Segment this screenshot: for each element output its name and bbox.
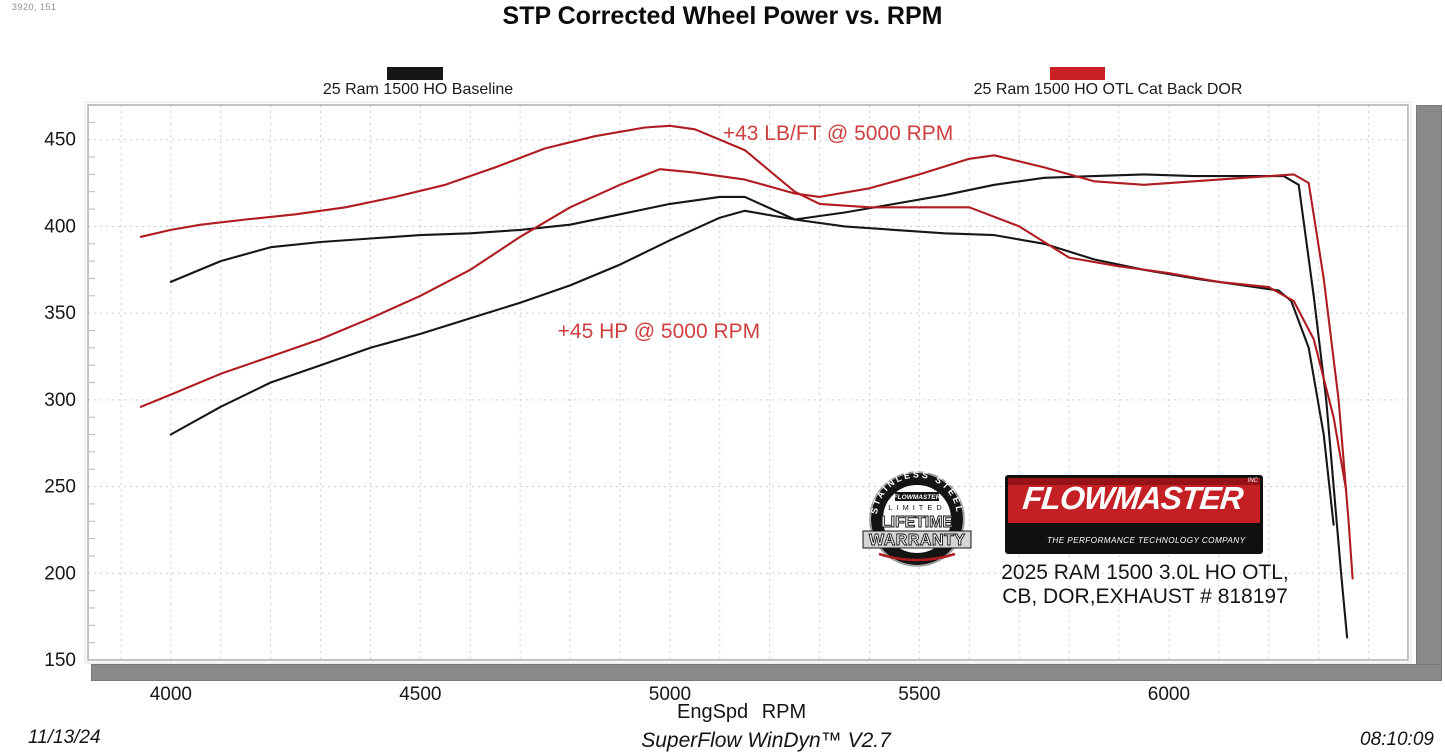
footer-software: SuperFlow WinDyn™ V2.7 [641,729,891,752]
badge-brand-text: FLOWMASTER [894,494,941,501]
x-axis-label: EngSpd RPM [677,701,807,723]
vehicle-info-line2: CB, DOR,EXHAUST # 818197 [1002,585,1288,608]
legend-swatch-catback [1050,67,1105,80]
y-tick-label: 200 [44,563,76,584]
footer-date: 11/13/24 [28,727,101,748]
y-tick-label: 400 [44,216,76,237]
annotation-torque-gain: +43 LB/FT @ 5000 RPM [722,122,954,146]
dyno-curve [169,195,1335,526]
legend-label-catback: 25 Ram 1500 HO OTL Cat Back DOR [973,81,1243,98]
annotation-power-gain: +45 HP @ 5000 RPM [557,320,761,344]
y-tick-label: 300 [44,390,76,411]
flowmaster-logo: INC FLOWMASTER THE PERFORMANCE TECHNOLOG… [1005,475,1263,554]
cursor-readout: 3920, 151 [12,2,57,12]
dyno-curve [169,173,1349,639]
dyno-curve [139,124,1348,492]
y-tick-label: 350 [44,303,76,324]
flowmaster-red-band [1008,478,1260,523]
y-tick-label: 150 [44,650,76,671]
footer-time: 08:10:09 [1360,729,1434,750]
badge-brand-box [895,492,939,501]
vehicle-info-line1: 2025 RAM 1500 3.0L HO OTL, [1001,561,1289,584]
flowmaster-tagline: THE PERFORMANCE TECHNOLOGY COMPANY [1047,536,1246,545]
badge-warranty-text: WARRANTY [869,532,965,549]
vehicle-info: 2025 RAM 1500 3.0L HO OTL, CB, DOR,EXHAU… [995,561,1295,609]
x-tick-label: 4000 [150,684,192,705]
y-tick-label: 450 [44,130,76,151]
flowmaster-inc: INC [1247,478,1258,484]
warranty-badge: STAINLESS STEEL FLOWMASTER LIMITED LIFET… [862,470,972,567]
badge-lifetime-text: LIFETIME [881,514,953,531]
flowmaster-brand: FLOWMASTER [1021,480,1245,516]
x-tick-label: 5000 [649,684,691,705]
legend-label-baseline: 25 Ram 1500 HO Baseline [322,81,514,98]
dyno-curve [139,154,1354,580]
x-tick-label: 6000 [1148,684,1190,705]
x-tick-label: 5500 [898,684,940,705]
x-tick-label: 4500 [399,684,441,705]
badge-red-accent [878,552,956,562]
badge-limited-text: LIMITED [888,503,946,512]
legend-swatch-baseline [387,67,443,80]
y-tick-label: 250 [44,477,76,498]
plot-frame [87,104,1409,661]
page-title: STP Corrected Wheel Power vs. RPM [502,2,943,30]
vertical-scrollbar[interactable] [1416,105,1442,665]
plot-outer-frame [84,101,1412,664]
horizontal-scrollbar[interactable] [91,664,1442,681]
badge-ribbon [862,530,972,549]
